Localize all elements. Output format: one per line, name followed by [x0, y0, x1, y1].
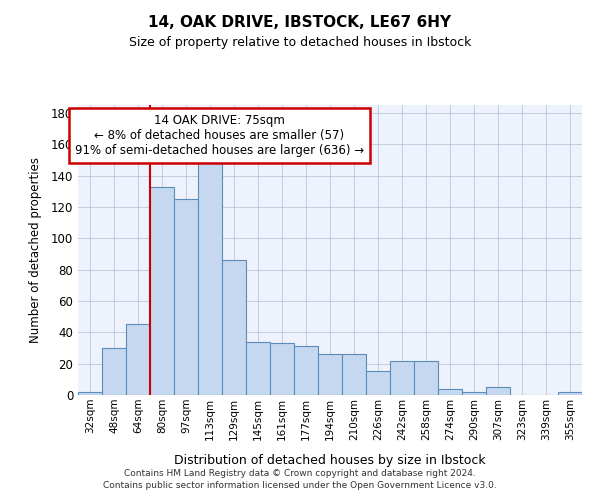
- Bar: [174, 199, 198, 395]
- Text: 14 OAK DRIVE: 75sqm
← 8% of detached houses are smaller (57)
91% of semi-detache: 14 OAK DRIVE: 75sqm ← 8% of detached hou…: [74, 114, 364, 156]
- Y-axis label: Number of detached properties: Number of detached properties: [29, 157, 43, 343]
- Bar: [486, 387, 510, 395]
- Bar: [462, 392, 486, 395]
- X-axis label: Distribution of detached houses by size in Ibstock: Distribution of detached houses by size …: [174, 454, 486, 467]
- Bar: [78, 392, 102, 395]
- Bar: [246, 342, 270, 395]
- Bar: [102, 348, 126, 395]
- Bar: [390, 360, 414, 395]
- Bar: [342, 354, 366, 395]
- Bar: [126, 324, 150, 395]
- Bar: [318, 354, 342, 395]
- Text: 14, OAK DRIVE, IBSTOCK, LE67 6HY: 14, OAK DRIVE, IBSTOCK, LE67 6HY: [148, 15, 452, 30]
- Bar: [366, 372, 390, 395]
- Bar: [270, 344, 294, 395]
- Text: Size of property relative to detached houses in Ibstock: Size of property relative to detached ho…: [129, 36, 471, 49]
- Bar: [558, 392, 582, 395]
- Bar: [414, 360, 438, 395]
- Bar: [294, 346, 318, 395]
- Text: Contains HM Land Registry data © Crown copyright and database right 2024.
Contai: Contains HM Land Registry data © Crown c…: [103, 469, 497, 490]
- Bar: [438, 388, 462, 395]
- Bar: [222, 260, 246, 395]
- Bar: [150, 186, 174, 395]
- Bar: [198, 163, 222, 395]
